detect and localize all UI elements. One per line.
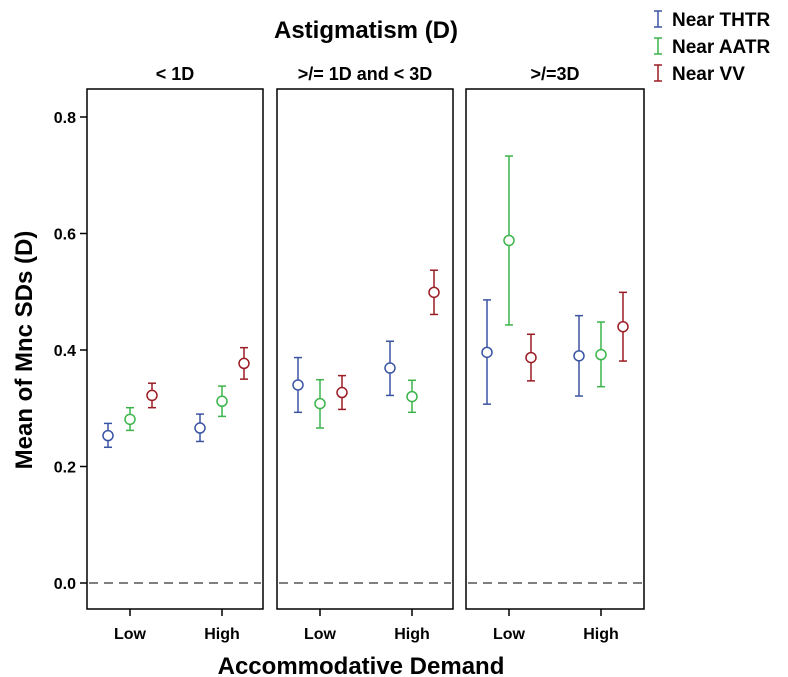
panel-frame: [86, 88, 264, 610]
x-axis-label: Accommodative Demand: [218, 653, 505, 677]
error-bar-point: [481, 299, 493, 405]
mean-marker: [238, 357, 250, 370]
x-tick-label: Low: [114, 626, 147, 643]
mean-marker: [292, 379, 304, 391]
x-tick-label: Low: [493, 626, 526, 643]
error-bar-point: [595, 321, 607, 388]
y-tick-label: 0.0: [54, 576, 76, 593]
mean-marker: [336, 386, 348, 399]
y-tick-label: 0.8: [54, 110, 76, 127]
panel-title: < 1D: [156, 64, 195, 84]
mean-marker: [481, 346, 493, 359]
legend-item: Near AATR: [654, 37, 770, 58]
y-tick-label: 0.6: [54, 227, 76, 244]
error-bar-point: [406, 379, 418, 414]
error-bar-point: [525, 333, 537, 382]
x-tick-label: High: [583, 626, 619, 643]
x-tick-label: High: [204, 626, 240, 643]
panel-title: >/= 1D and < 3D: [298, 64, 433, 84]
y-tick-label: 0.4: [54, 343, 76, 360]
error-bar-point: [216, 385, 228, 418]
chart-title: Astigmatism (D): [274, 17, 458, 44]
x-tick-label: High: [394, 626, 430, 643]
legend: Near THTR Near AATR Near VV: [654, 10, 770, 85]
panel: >/=3D Low High: [465, 64, 645, 643]
legend-label: Near AATR: [672, 37, 770, 58]
error-bar-point: [146, 382, 158, 409]
mean-marker: [216, 395, 228, 408]
mean-marker: [102, 429, 114, 442]
mean-marker: [595, 348, 607, 361]
error-bar-point: [238, 346, 250, 380]
panel: < 1D Low High: [86, 64, 264, 643]
y-axis: 0.0 0.2 0.4 0.6 0.8: [54, 110, 87, 593]
y-tick-label: 0.2: [54, 460, 76, 477]
error-bar-point: [336, 374, 348, 411]
mean-marker: [146, 389, 158, 402]
mean-marker: [617, 320, 629, 333]
error-bar-point: [314, 378, 326, 429]
panel-frame: [465, 88, 645, 610]
error-bar-point: [292, 356, 304, 414]
panel-frame: [276, 88, 454, 610]
mean-marker: [525, 351, 537, 364]
y-axis-label: Mean of Mnc SDs (D): [11, 231, 38, 470]
error-bar-point: [573, 314, 585, 397]
mean-marker: [428, 286, 440, 299]
error-bar-point: [124, 406, 136, 432]
mean-marker: [573, 350, 585, 362]
error-bar-point: [503, 155, 515, 326]
error-bar-point: [384, 340, 396, 397]
legend-label: Near VV: [672, 64, 745, 85]
mean-marker: [194, 422, 206, 434]
legend-item: Near VV: [654, 64, 745, 85]
mean-marker: [384, 362, 396, 374]
legend-item: Near THTR: [654, 10, 770, 31]
panel-title: >/=3D: [530, 64, 579, 84]
error-bar-point: [194, 413, 206, 443]
error-bar-point: [102, 422, 114, 449]
panels: < 1D Low High >/= 1D and < 3D Low High >/=3D Lo…: [86, 64, 645, 643]
mean-marker: [406, 390, 418, 403]
panel: >/= 1D and < 3D Low High: [276, 64, 454, 643]
mean-marker: [314, 397, 326, 410]
error-bar-point: [617, 291, 629, 362]
x-tick-label: Low: [304, 626, 337, 643]
legend-label: Near THTR: [672, 10, 770, 31]
mean-marker: [124, 413, 136, 426]
mean-marker: [503, 234, 515, 247]
error-bar-point: [428, 269, 440, 316]
